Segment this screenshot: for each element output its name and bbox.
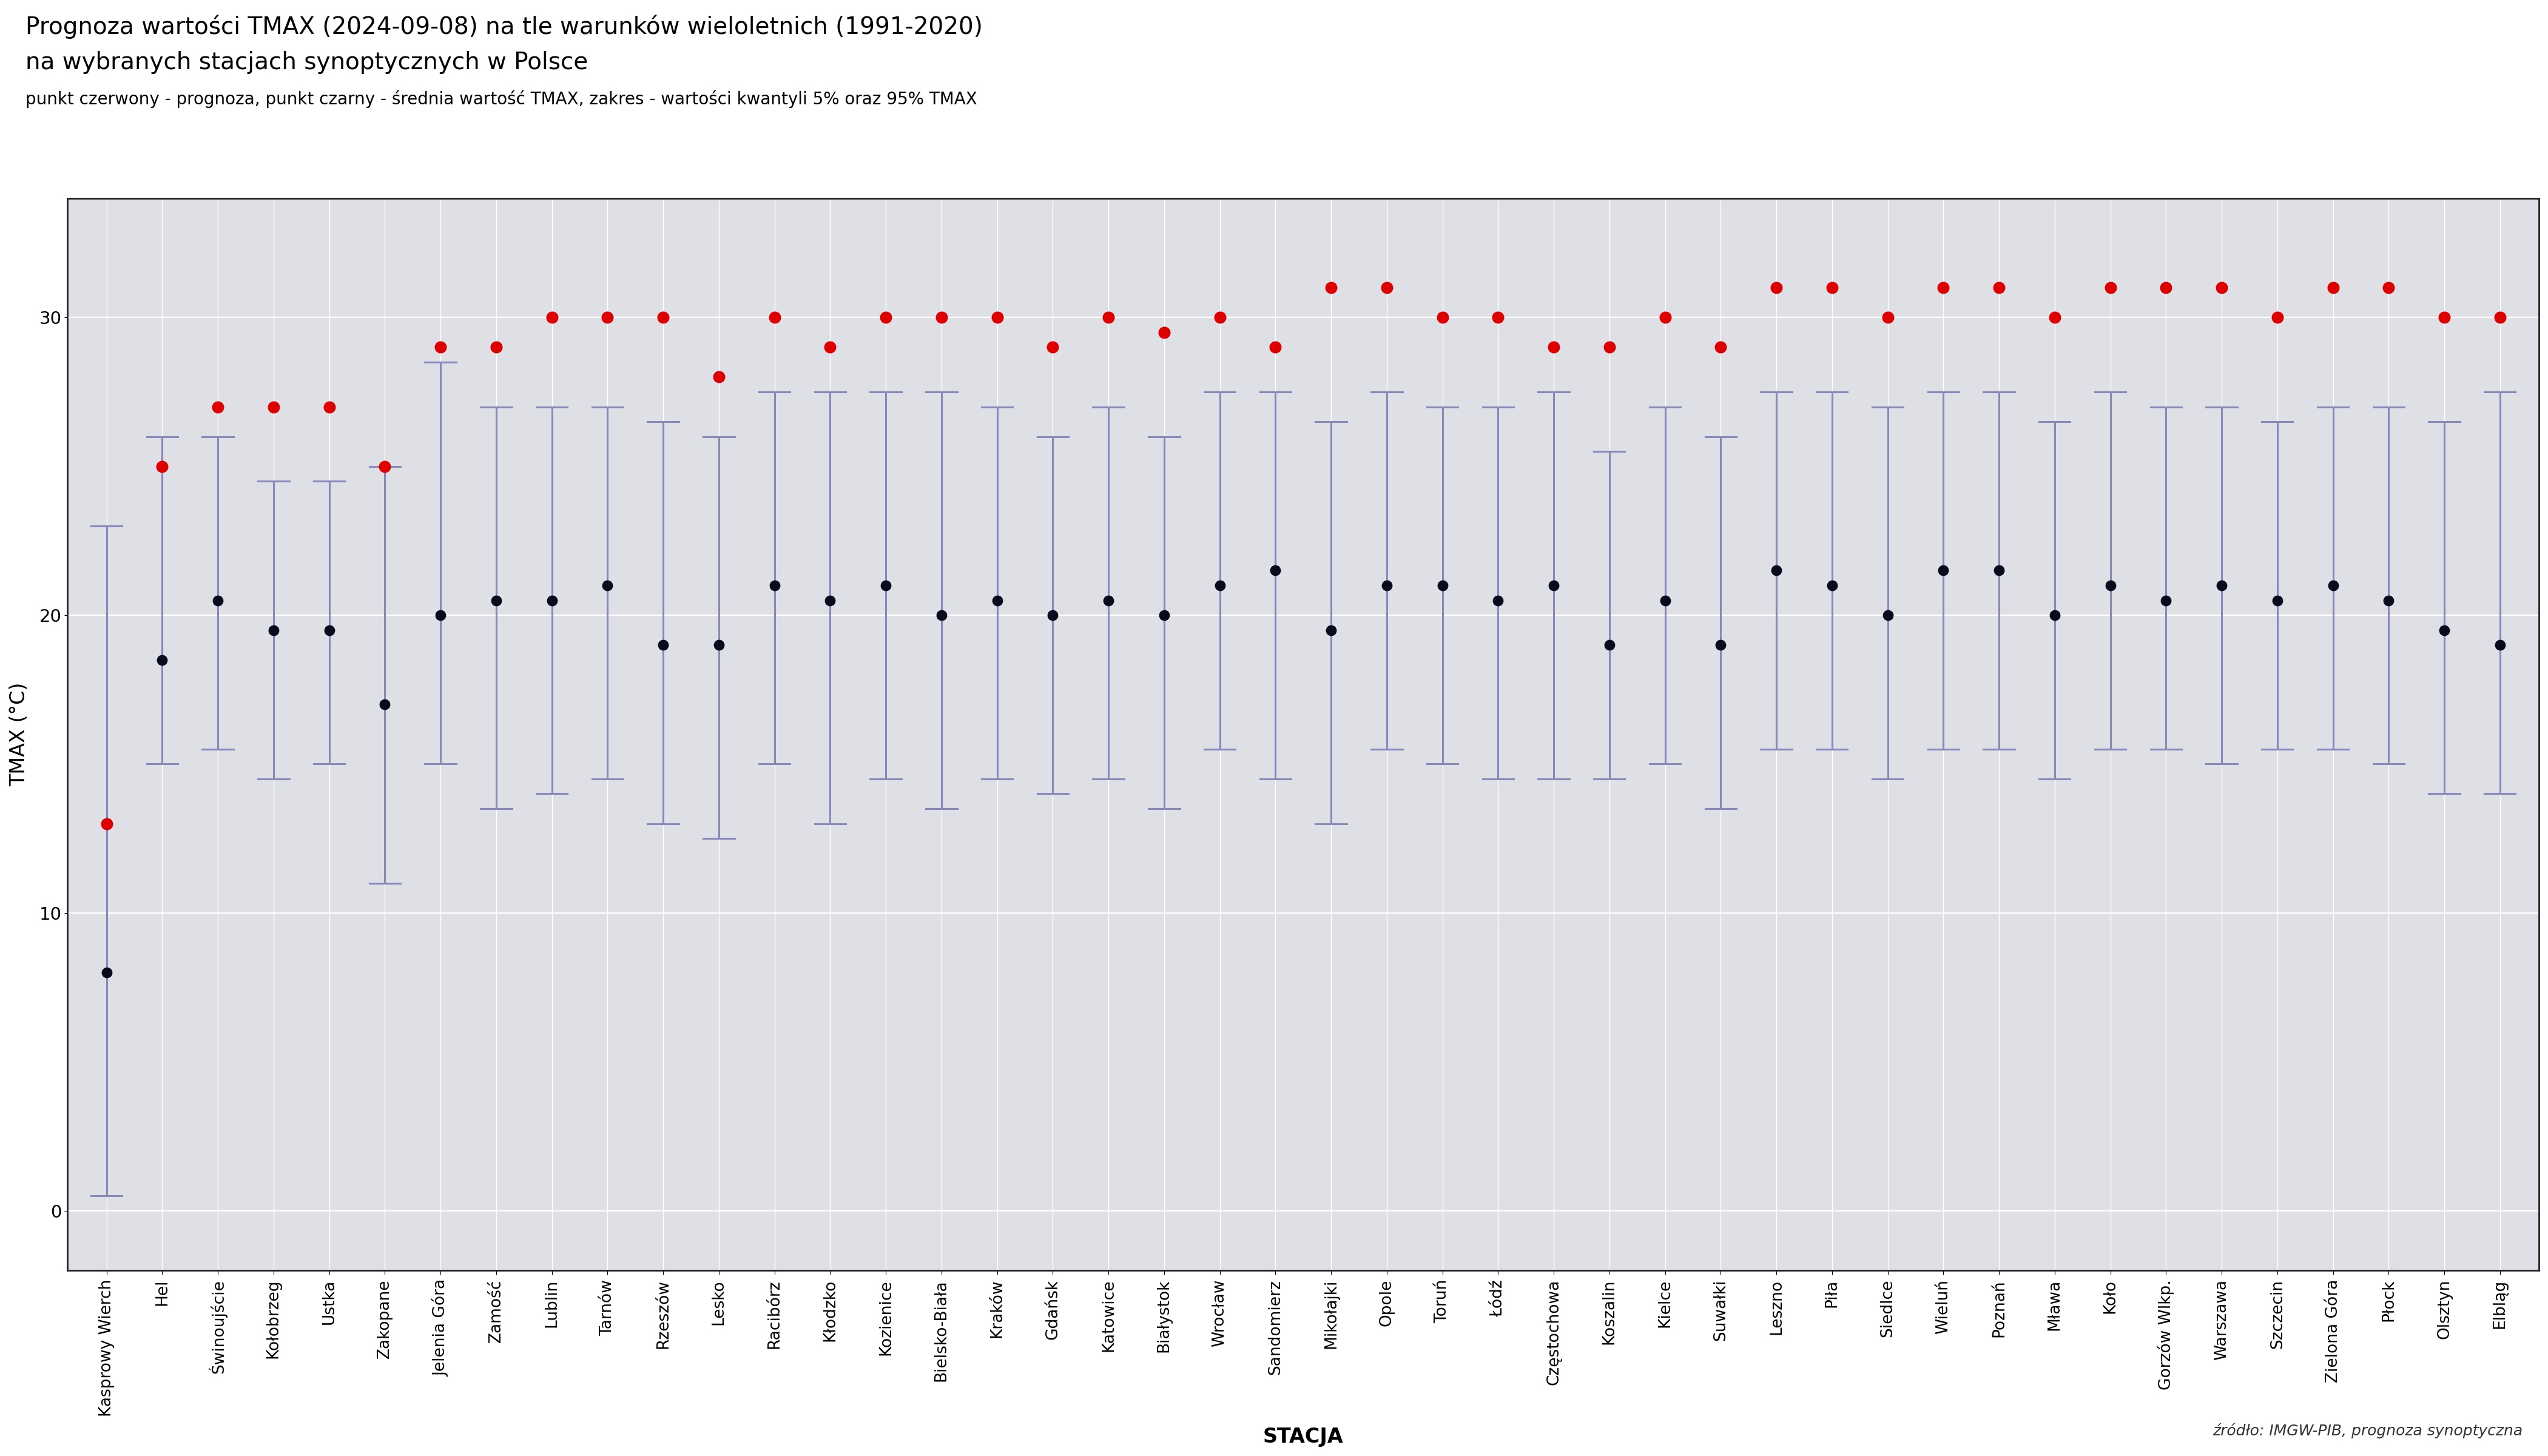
Point: [2314, 277, 2354, 300]
Point: [2145, 277, 2186, 300]
X-axis label: STACJA: STACJA: [1264, 1427, 1343, 1447]
Text: Prognoza wartości TMAX (2024-09-08) na tle warunków wieloletnich (1991-2020): Prognoza wartości TMAX (2024-09-08) na t…: [25, 15, 984, 38]
Point: [1310, 277, 1350, 300]
Point: [698, 365, 739, 389]
Point: [866, 574, 907, 597]
Point: [1980, 559, 2021, 582]
Y-axis label: TMAX (°C): TMAX (°C): [10, 683, 28, 786]
Point: [1590, 633, 1631, 657]
Point: [1700, 633, 1740, 657]
Point: [87, 961, 127, 984]
Point: [1756, 559, 1796, 582]
Point: [252, 619, 293, 642]
Text: na wybranych stacjach synoptycznych w Polsce: na wybranych stacjach synoptycznych w Po…: [25, 51, 589, 74]
Point: [2033, 604, 2074, 628]
Text: punkt czerwony - prognoza, punkt czarny - średnia wartość TMAX, zakres - wartośc: punkt czerwony - prognoza, punkt czarny …: [25, 90, 978, 108]
Point: [2201, 574, 2242, 597]
Point: [1812, 277, 1852, 300]
Point: [2479, 633, 2520, 657]
Point: [2479, 306, 2520, 329]
Point: [2423, 619, 2464, 642]
Point: [364, 454, 405, 478]
Point: [2258, 306, 2298, 329]
Point: [754, 306, 795, 329]
Point: [698, 633, 739, 657]
Point: [2423, 306, 2464, 329]
Point: [252, 395, 293, 418]
Point: [1868, 306, 1908, 329]
Point: [810, 588, 851, 612]
Point: [199, 588, 240, 612]
Point: [1366, 277, 1406, 300]
Point: [586, 306, 627, 329]
Point: [2033, 306, 2074, 329]
Point: [1478, 306, 1519, 329]
Point: [1200, 574, 1241, 597]
Point: [976, 306, 1017, 329]
Point: [642, 633, 683, 657]
Point: [2089, 277, 2130, 300]
Point: [1422, 574, 1463, 597]
Point: [2314, 574, 2354, 597]
Point: [476, 588, 517, 612]
Point: [976, 588, 1017, 612]
Point: [1924, 559, 1965, 582]
Point: [1256, 559, 1297, 582]
Point: [1812, 574, 1852, 597]
Point: [533, 306, 573, 329]
Point: [2367, 277, 2408, 300]
Point: [920, 604, 961, 628]
Point: [199, 395, 240, 418]
Point: [420, 335, 461, 358]
Point: [642, 306, 683, 329]
Point: [420, 604, 461, 628]
Point: [1980, 277, 2021, 300]
Point: [1643, 588, 1684, 612]
Point: [2201, 277, 2242, 300]
Point: [1643, 306, 1684, 329]
Point: [1478, 588, 1519, 612]
Point: [586, 574, 627, 597]
Point: [1422, 306, 1463, 329]
Point: [1144, 320, 1185, 344]
Point: [308, 619, 349, 642]
Point: [1088, 306, 1129, 329]
Point: [1534, 335, 1575, 358]
Point: [754, 574, 795, 597]
Point: [1310, 619, 1350, 642]
Point: [1534, 574, 1575, 597]
Point: [533, 588, 573, 612]
Text: źródło: IMGW-PIB, prognoza synoptyczna: źródło: IMGW-PIB, prognoza synoptyczna: [2212, 1423, 2523, 1439]
Point: [87, 812, 127, 836]
Point: [1256, 335, 1297, 358]
Point: [1032, 604, 1073, 628]
Point: [920, 306, 961, 329]
Point: [1032, 335, 1073, 358]
Point: [1366, 574, 1406, 597]
Point: [1868, 604, 1908, 628]
Point: [2367, 588, 2408, 612]
Point: [1144, 604, 1185, 628]
Point: [476, 335, 517, 358]
Point: [1924, 277, 1965, 300]
Point: [1590, 335, 1631, 358]
Point: [866, 306, 907, 329]
Point: [810, 335, 851, 358]
Point: [2258, 588, 2298, 612]
Point: [1756, 277, 1796, 300]
Point: [2089, 574, 2130, 597]
Point: [143, 648, 183, 671]
Point: [143, 454, 183, 478]
Point: [1200, 306, 1241, 329]
Point: [2145, 588, 2186, 612]
Point: [308, 395, 349, 418]
Point: [364, 693, 405, 716]
Point: [1088, 588, 1129, 612]
Point: [1700, 335, 1740, 358]
